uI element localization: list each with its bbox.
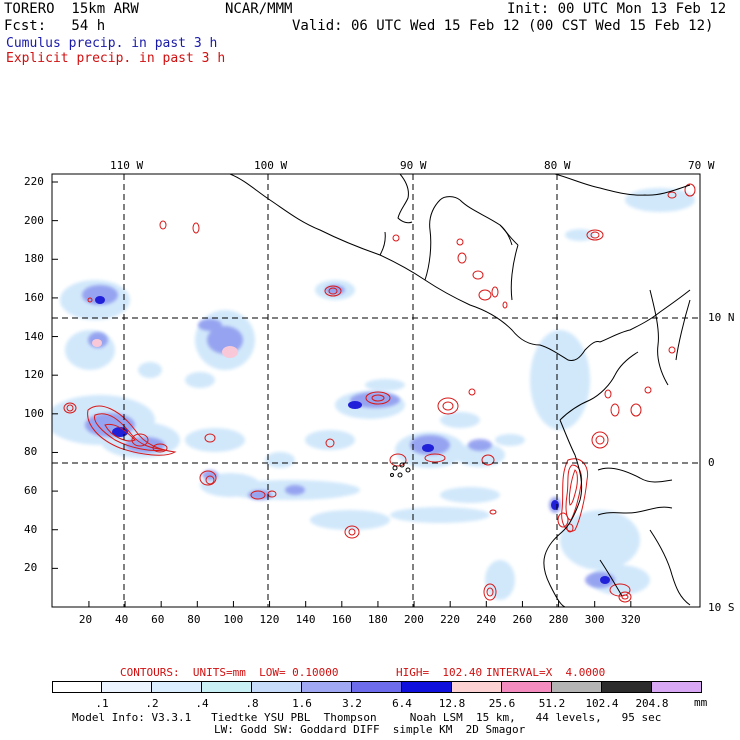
x-tick-label: 120 <box>259 613 280 626</box>
x-tick-label: 200 <box>404 613 424 626</box>
y-tick-label: 160 <box>24 290 44 304</box>
colorbar-label: .4 <box>195 697 209 710</box>
contour-units: CONTOURS: UNITS=mm LOW= 0.10000 <box>120 666 339 679</box>
precip-very-heavy <box>92 339 238 358</box>
y-tick-label: 80 <box>24 445 38 459</box>
colorbar-segment <box>402 681 452 693</box>
model-info: Model Info: V3.3.1 Tiedtke YSU PBL Thomp… <box>72 711 662 724</box>
x-tick-label: 80 <box>187 613 201 626</box>
colorbar-segment <box>352 681 402 693</box>
valid-time: Valid: 06 UTC Wed 15 Feb 12 (00 CST Wed … <box>292 18 714 34</box>
colorbar-segment <box>452 681 502 693</box>
colorbar-segment <box>102 681 152 693</box>
y-tick-label: 180 <box>24 252 44 266</box>
x-tick-label: 20 <box>78 613 93 626</box>
colorbar-label: 6.4 <box>392 697 412 710</box>
y-tick-label: 140 <box>24 329 44 343</box>
forecast-hour: Fcst: 54 h <box>4 18 106 34</box>
y-tick-label: 60 <box>24 484 38 498</box>
colorbar-segment <box>252 681 302 693</box>
x-tick-label: 320 <box>620 613 641 626</box>
colorbar-label: 1.6 <box>292 697 312 710</box>
x-tick-label: 40 <box>115 613 129 626</box>
colorbar-segment <box>152 681 202 693</box>
lon-label-80w: 80 W <box>544 159 571 172</box>
lat-label-10s: 10 S <box>708 601 735 614</box>
cumulus-legend: Cumulus precip. in past 3 h <box>6 36 218 51</box>
lon-label-90w: 90 W <box>400 159 427 172</box>
init-time: Init: 00 UTC Mon 13 Feb 12 <box>507 1 727 17</box>
y-tick-label: 120 <box>24 368 44 382</box>
organization-label: NCAR/MMM <box>225 1 293 17</box>
x-tick-label: 100 <box>223 613 244 626</box>
model-title: TORERO 15km ARW <box>4 1 139 17</box>
lat-label-0: 0 <box>708 456 715 469</box>
explicit-legend: Explicit precip. in past 3 h <box>6 51 226 66</box>
colorbar-segment <box>552 681 602 693</box>
cumulus-precip-medium <box>82 285 615 588</box>
x-tick-label: 260 <box>512 613 533 626</box>
colorbar-label: 102.4 <box>585 697 619 710</box>
x-tick-label: 180 <box>367 613 388 626</box>
x-tick-label: 280 <box>548 613 569 626</box>
colorbar-label: .8 <box>245 697 259 710</box>
x-tick-label: 300 <box>584 613 605 626</box>
y-tick-label: 200 <box>24 213 44 227</box>
map-frame <box>51 173 701 608</box>
lat-lon-grid <box>52 174 700 607</box>
colorbar-label: .2 <box>145 697 159 710</box>
colorbar-label: 25.6 <box>488 697 516 710</box>
contour-high: HIGH= 102.40 <box>396 666 483 679</box>
lon-label-110w: 110 W <box>110 159 144 172</box>
colorbar-label: 51.2 <box>538 697 566 710</box>
physics-info: LW: Godd SW: Goddard DIFF simple KM 2D S… <box>214 723 526 736</box>
x-tick-label: 220 <box>440 613 461 626</box>
colorbar-segment <box>652 681 702 693</box>
colorbar-segment <box>202 681 252 693</box>
y-tick-label: 40 <box>24 522 38 536</box>
colorbar-unit: mm <box>694 696 708 709</box>
x-tick-label: 140 <box>295 613 316 626</box>
lon-label-70w: 70 W <box>688 159 715 172</box>
colorbar-label: 204.8 <box>635 697 669 710</box>
colorbar-segment <box>302 681 352 693</box>
x-tick-label: 160 <box>331 613 352 626</box>
lat-label-10n: 10 N <box>708 311 735 324</box>
lon-label-100w: 100 W <box>254 159 288 172</box>
colorbar-segment <box>502 681 552 693</box>
x-tick-label: 240 <box>476 613 497 626</box>
y-tick-label: 220 <box>24 175 44 188</box>
y-tick-label: 100 <box>24 406 44 420</box>
x-tick-label: 60 <box>151 613 165 626</box>
colorbar-label: 3.2 <box>342 697 362 710</box>
y-tick-label: 20 <box>24 561 38 575</box>
colorbar-segment <box>52 681 102 693</box>
colorbar-segment <box>602 681 652 693</box>
contour-interval: INTERVAL=X 4.0000 <box>486 666 606 679</box>
colorbar-label: 12.8 <box>438 697 466 710</box>
colorbar-label: .1 <box>95 697 109 710</box>
coastlines <box>229 174 691 607</box>
